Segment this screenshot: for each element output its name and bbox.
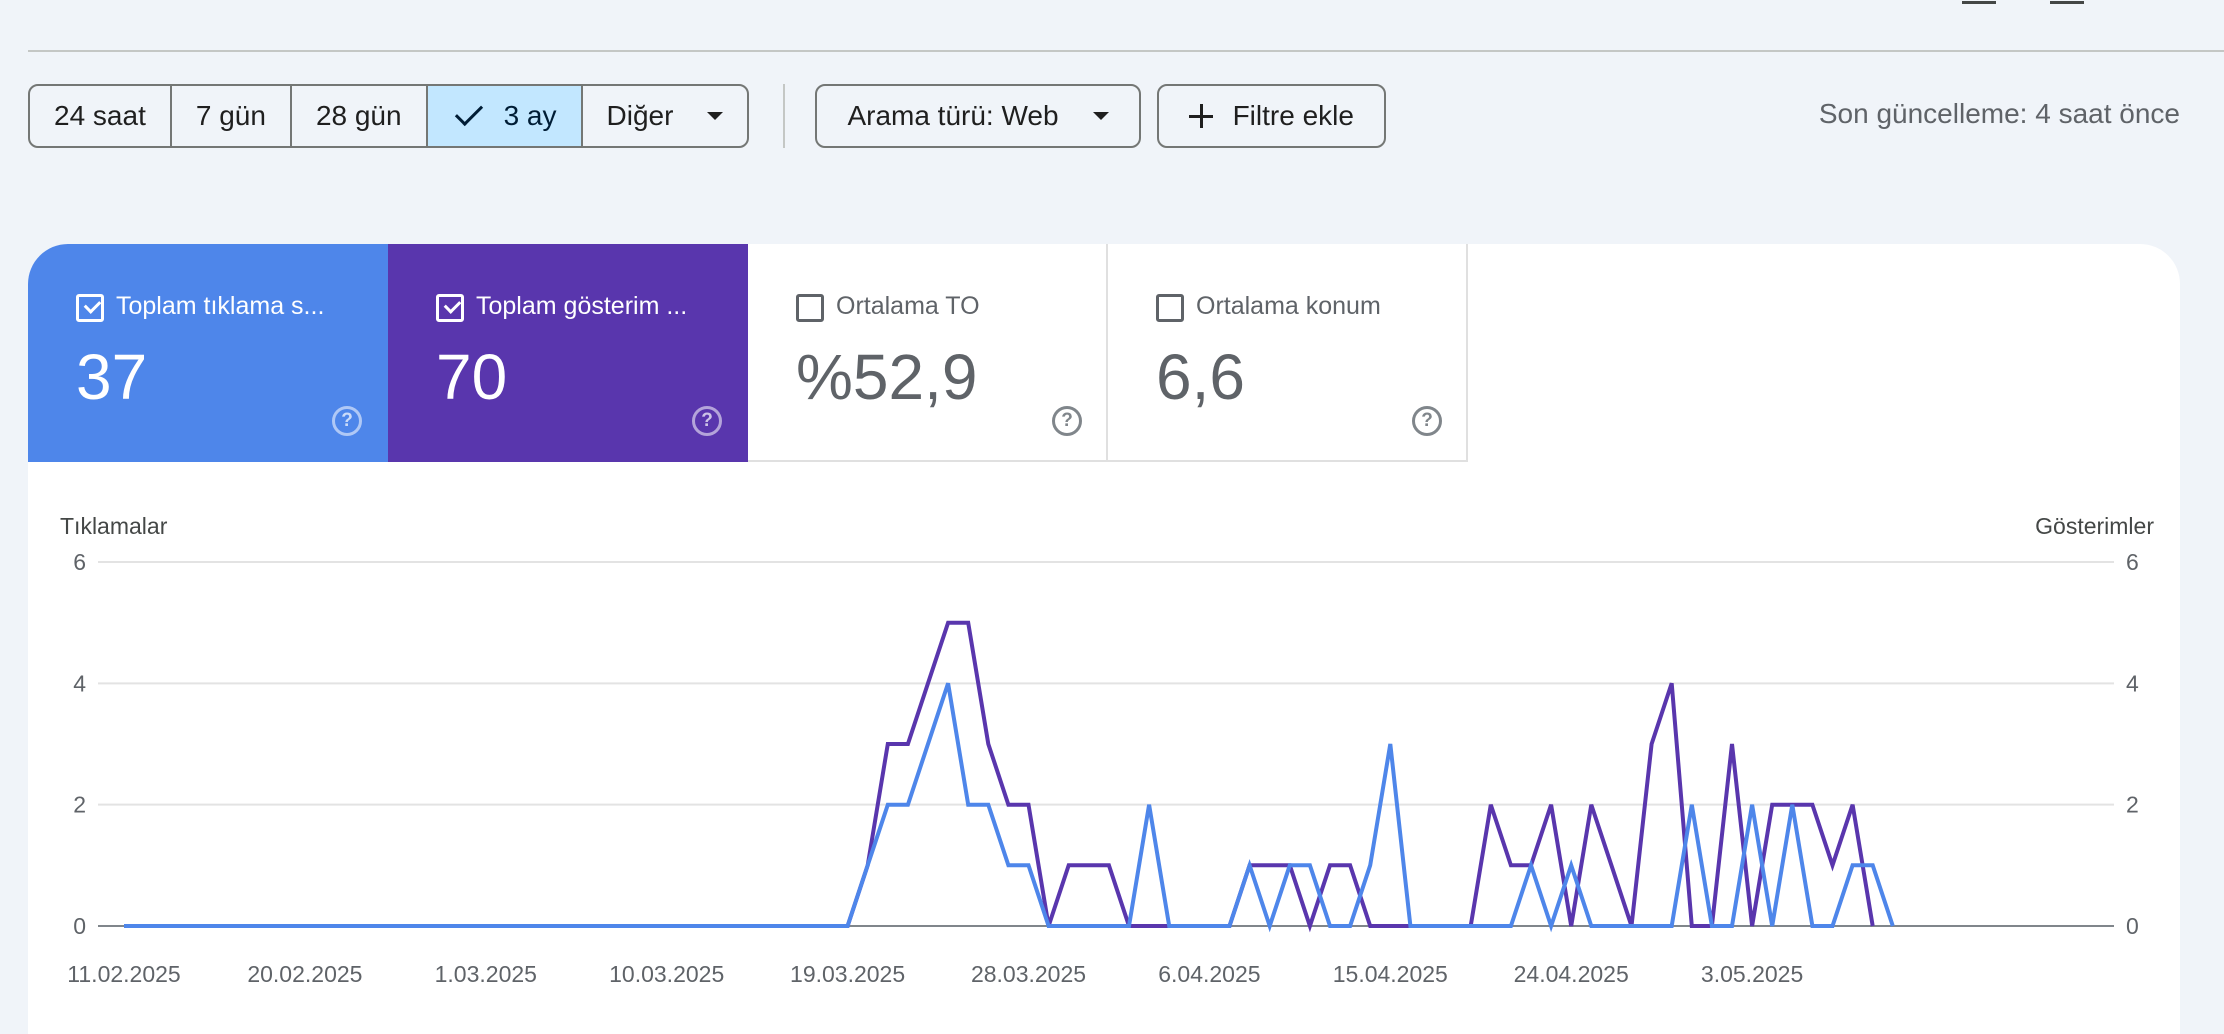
metric-total-impressions[interactable]: Toplam gösterim ... 70 ?: [388, 244, 748, 462]
y-tick-left: 4: [73, 670, 86, 696]
x-tick-label: 24.04.2025: [1514, 961, 1629, 987]
x-tick-label: 6.04.2025: [1158, 961, 1260, 987]
chevron-down-icon: [707, 112, 724, 120]
metric-label: Toplam tıklama s...: [116, 292, 325, 320]
y-tick-left: 6: [73, 549, 86, 575]
y-tick-right: 2: [2126, 792, 2139, 818]
y-tick-right: 0: [2126, 913, 2139, 939]
metric-average-position[interactable]: Ortalama konum 6,6 ?: [1108, 244, 1468, 462]
x-tick-label: 19.03.2025: [790, 961, 905, 987]
range-7d-button[interactable]: 7 gün: [172, 86, 292, 146]
range-3m-label: 3 ay: [503, 100, 557, 131]
help-icon[interactable]: ?: [332, 406, 362, 436]
add-filter-button[interactable]: Filtre ekle: [1156, 84, 1386, 148]
last-update-text: Son güncelleme: 4 saat önce: [1818, 98, 2180, 129]
x-tick-label: 15.04.2025: [1333, 961, 1448, 987]
checkbox-unchecked-icon[interactable]: [1156, 294, 1184, 322]
checkbox-checked-icon[interactable]: [436, 294, 464, 322]
metric-label: Ortalama konum: [1196, 292, 1381, 320]
range-24h-button[interactable]: 24 saat: [30, 86, 172, 146]
date-range-selector: 24 saat 7 gün 28 gün 3 ay Diğer: [28, 84, 750, 148]
x-tick-label: 1.03.2025: [435, 961, 537, 987]
toolbar-divider: [783, 84, 786, 148]
plus-icon: [1188, 104, 1213, 128]
x-tick-label: 20.02.2025: [247, 961, 362, 987]
performance-card: Toplam tıklama s... 37 ? Toplam gösterim…: [28, 244, 2180, 1034]
help-icon[interactable]: ?: [692, 406, 722, 436]
y-tick-right: 6: [2126, 549, 2139, 575]
help-icon[interactable]: ?: [1412, 406, 1442, 436]
header-actions: [1912, 0, 2084, 9]
y-axis-right-title: Gösterimler: [2035, 513, 2154, 539]
y-axis-left-title: Tıklamalar: [60, 513, 168, 539]
metric-tabs: Toplam tıklama s... 37 ? Toplam gösterim…: [28, 244, 1468, 462]
metric-value: 37: [76, 341, 148, 413]
metric-value: 70: [436, 341, 508, 413]
chevron-down-icon: [1092, 112, 1109, 120]
add-filter-label: Filtre ekle: [1232, 100, 1354, 131]
y-tick-left: 2: [73, 792, 86, 818]
check-icon: [454, 97, 483, 127]
x-tick-label: 3.05.2025: [1701, 961, 1803, 987]
y-tick-left: 0: [73, 913, 86, 939]
metric-value: %52,9: [796, 341, 978, 413]
series-line-impressions: [124, 620, 1875, 933]
range-28d-button[interactable]: 28 gün: [292, 86, 428, 146]
metric-value: 6,6: [1156, 341, 1245, 413]
performance-chart[interactable]: Tıklamalar Gösterimler 0 0 2 2 4 4 6 6 11.02.2025 2…: [28, 484, 2180, 1034]
search-type-label: Arama türü: Web: [847, 100, 1059, 131]
metric-label: Toplam gösterim ...: [476, 292, 688, 320]
x-tick-label: 11.02.2025: [67, 961, 180, 987]
metric-average-ctr[interactable]: Ortalama TO %52,9 ?: [748, 244, 1108, 462]
header-divider: [28, 50, 2224, 52]
page-title: Performans: [34, 0, 261, 8]
metric-label: Ortalama TO: [836, 292, 980, 320]
date-toolbar: 24 saat 7 gün 28 gün 3 ay Diğer Arama tü…: [28, 84, 1402, 148]
range-other-button[interactable]: Diğer: [583, 86, 748, 146]
checkbox-checked-icon[interactable]: [76, 294, 104, 322]
checkbox-unchecked-icon[interactable]: [796, 294, 824, 322]
series-line-clicks: [124, 682, 1895, 933]
download-icon[interactable]: [1961, 0, 1996, 4]
search-type-dropdown[interactable]: Arama türü: Web: [815, 84, 1141, 148]
more-icon[interactable]: [2050, 0, 2084, 4]
x-tick-label: 10.03.2025: [609, 961, 724, 987]
range-other-label: Diğer: [606, 100, 674, 131]
x-tick-label: 28.03.2025: [971, 961, 1086, 987]
metric-total-clicks[interactable]: Toplam tıklama s... 37 ?: [28, 244, 388, 462]
range-3m-button[interactable]: 3 ay: [427, 86, 583, 146]
help-icon[interactable]: ?: [1052, 406, 1082, 436]
y-tick-right: 4: [2126, 670, 2139, 696]
